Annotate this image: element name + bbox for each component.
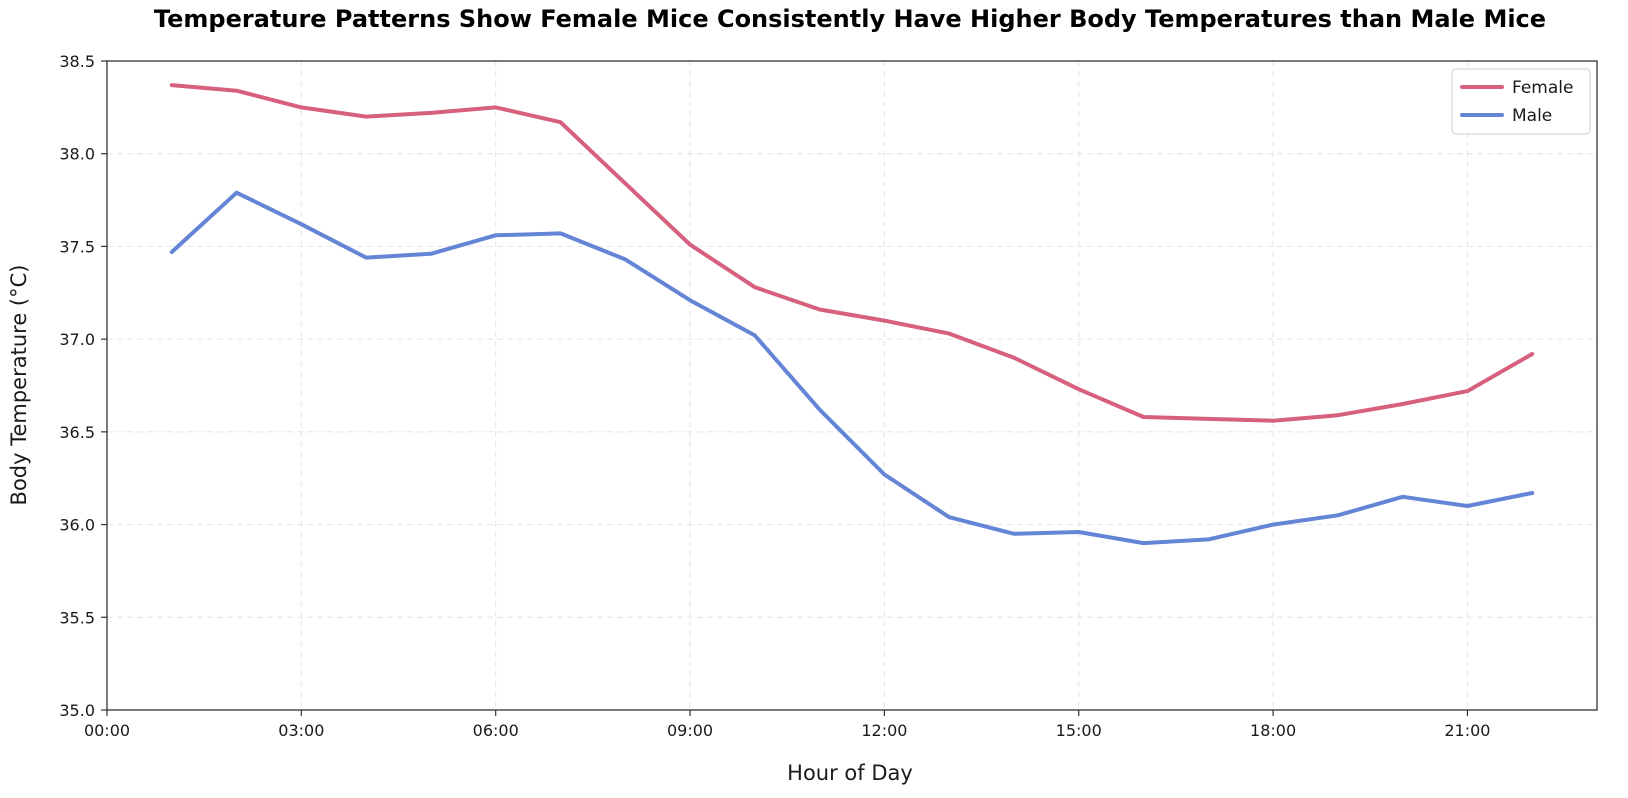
axis-ticks: 00:00 03:00 06:00 09:00 12:00 15:00 18:00 21:00… (59, 52, 1490, 740)
x-tick-label: 09:00 (667, 721, 713, 740)
x-axis-label: Hour of Day (787, 761, 913, 785)
y-tick-label: 37.5 (59, 237, 95, 256)
x-tick-label: 15:00 (1056, 721, 1102, 740)
y-tick-label: 38.5 (59, 52, 95, 71)
male-series-line (169, 190, 1535, 546)
y-tick-label: 36.0 (59, 516, 95, 535)
series-lines (169, 83, 1535, 546)
x-tick-label: 06:00 (473, 721, 519, 740)
y-axis-label: Body Temperature (°C) (7, 265, 31, 506)
x-tick-label: 12:00 (861, 721, 907, 740)
y-tick-label: 38.0 (59, 145, 95, 164)
x-tick-label: 18:00 (1250, 721, 1296, 740)
legend: Female Male (1451, 68, 1591, 135)
legend-label-female: Female (1512, 78, 1573, 98)
female-series-line (169, 83, 1535, 423)
x-tick-label: 21:00 (1444, 721, 1490, 740)
y-tick-label: 35.5 (59, 608, 95, 627)
chart-title: Temperature Patterns Show Female Mice Co… (154, 5, 1546, 33)
legend-label-male: Male (1512, 106, 1552, 126)
x-tick-label: 00:00 (84, 721, 130, 740)
x-tick-label: 03:00 (278, 721, 324, 740)
y-tick-label: 37.0 (59, 330, 95, 349)
y-tick-label: 36.5 (59, 423, 95, 442)
legend-items: Female Male (1460, 78, 1573, 126)
plot-area-frame (106, 60, 1598, 711)
y-tick-label: 35.0 (59, 701, 95, 720)
